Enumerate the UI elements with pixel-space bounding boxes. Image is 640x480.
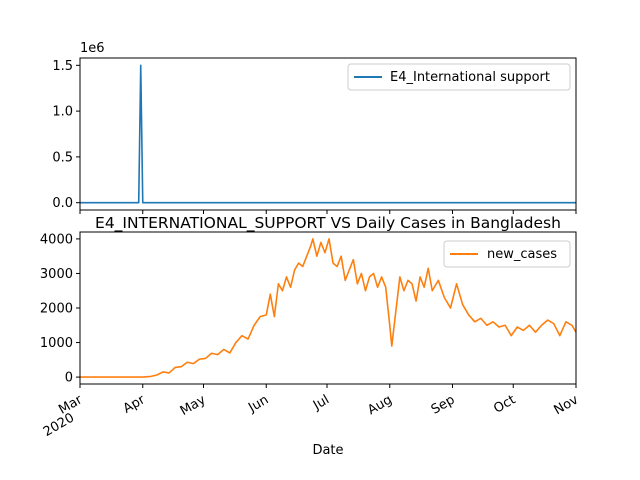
legend-box-top <box>347 63 571 91</box>
x-tick-label: Nov <box>552 392 582 418</box>
series-line-new-cases <box>79 238 577 378</box>
series-new-cases <box>79 238 577 378</box>
x-tick-label: Aug <box>365 392 394 418</box>
y-tick-label: 3000 <box>40 267 73 282</box>
y-tick-label: 1.5 <box>52 59 73 74</box>
x-tick-year-label: 2020 <box>41 410 77 440</box>
x-axis-top <box>79 210 577 214</box>
legend-top: E4_International support <box>347 63 571 91</box>
y-tick-label: 1000 <box>40 336 73 351</box>
x-tick-label: Oct <box>491 392 518 416</box>
legend-bottom: new_cases <box>443 240 571 268</box>
legend-label-international-support: E4_International support <box>390 70 550 85</box>
legend-box-bottom <box>443 240 571 268</box>
series-international-support <box>80 64 576 204</box>
legend-label-new-cases: new_cases <box>487 247 557 262</box>
y-axis-bottom: 0 1000 2000 3000 4000 <box>40 232 80 386</box>
x-tick-label: Sep <box>429 392 458 417</box>
y-tick-label: 4000 <box>40 232 73 247</box>
series-line-e4-international-support <box>80 64 576 204</box>
y-tick-label: 1.0 <box>52 105 73 120</box>
chart-title: E4_INTERNATIONAL_SUPPORT VS Daily Cases … <box>95 214 561 233</box>
x-tick-label: Jul <box>310 392 332 413</box>
x-tick-label: Apr <box>121 392 149 417</box>
y-tick-label: 0 <box>65 371 73 386</box>
subplot-international-support: 0.0 0.5 1.0 1.5 1e6 E4_International suppor… <box>52 41 577 214</box>
x-tick-label: Jun <box>245 392 271 416</box>
subplot-daily-cases: E4_INTERNATIONAL_SUPPORT VS Daily Cases … <box>40 214 581 458</box>
y-tick-label: 0.0 <box>52 196 73 211</box>
x-tick-label: May <box>178 392 209 419</box>
plot-frame-top <box>79 57 577 211</box>
y-axis-top: 0.0 0.5 1.0 1.5 <box>52 59 80 211</box>
y-tick-label: 2000 <box>40 302 73 317</box>
x-axis-label: Date <box>312 443 343 458</box>
y-scale-label: 1e6 <box>80 41 105 56</box>
y-tick-label: 0.5 <box>52 150 73 165</box>
